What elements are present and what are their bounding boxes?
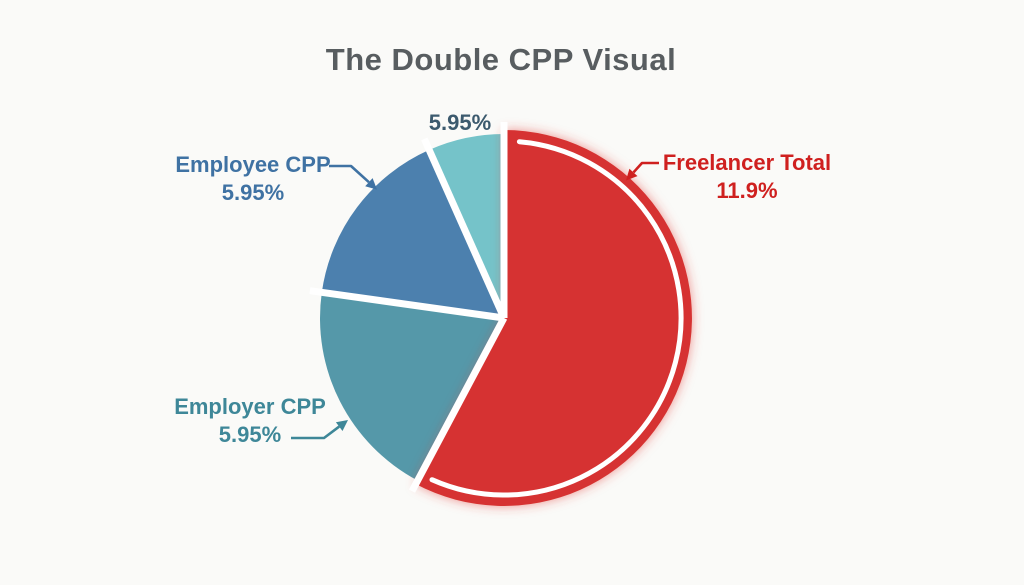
label-freelancer-total-value: 11.9%: [716, 178, 778, 203]
label-freelancer-total: Freelancer Total 11.9%: [663, 149, 831, 205]
slice-gaps: [309, 122, 508, 493]
label-employee-cpp: Employee CPP 5.95%: [175, 151, 330, 207]
highlight-inner-ring: [429, 139, 684, 498]
label-employer-cpp: Employer CPP 5.95%: [174, 393, 326, 449]
pie-slice-employee-cpp: [321, 149, 504, 318]
employee-arrow: [329, 164, 377, 190]
slice-gap-line: [408, 316, 508, 493]
label-employer-cpp-value: 5.95%: [218, 422, 282, 447]
highlight-ring: [429, 139, 684, 498]
label-employee-cpp-name: Employee CPP: [175, 152, 331, 177]
label-employer-cpp-name: Employer CPP: [174, 394, 326, 419]
pie-slice-freelancer-total: [415, 130, 692, 506]
label-top-percent: 5.95%: [428, 110, 492, 135]
label-employee-cpp-value: 5.95%: [221, 180, 285, 205]
pie-slice-employer-cpp: [320, 292, 504, 481]
employer-arrow: [291, 420, 348, 440]
callout-arrows: [291, 161, 659, 440]
label-freelancer-total-name: Freelancer Total: [662, 150, 832, 175]
slice-gap-line: [309, 287, 505, 322]
freelancer-arrow: [626, 161, 659, 181]
chart-title: The Double CPP Visual: [325, 42, 677, 77]
slice-gap-line: [421, 137, 508, 320]
